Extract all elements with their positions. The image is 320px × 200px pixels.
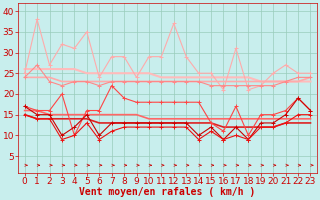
X-axis label: Vent moyen/en rafales ( km/h ): Vent moyen/en rafales ( km/h )	[79, 187, 256, 197]
